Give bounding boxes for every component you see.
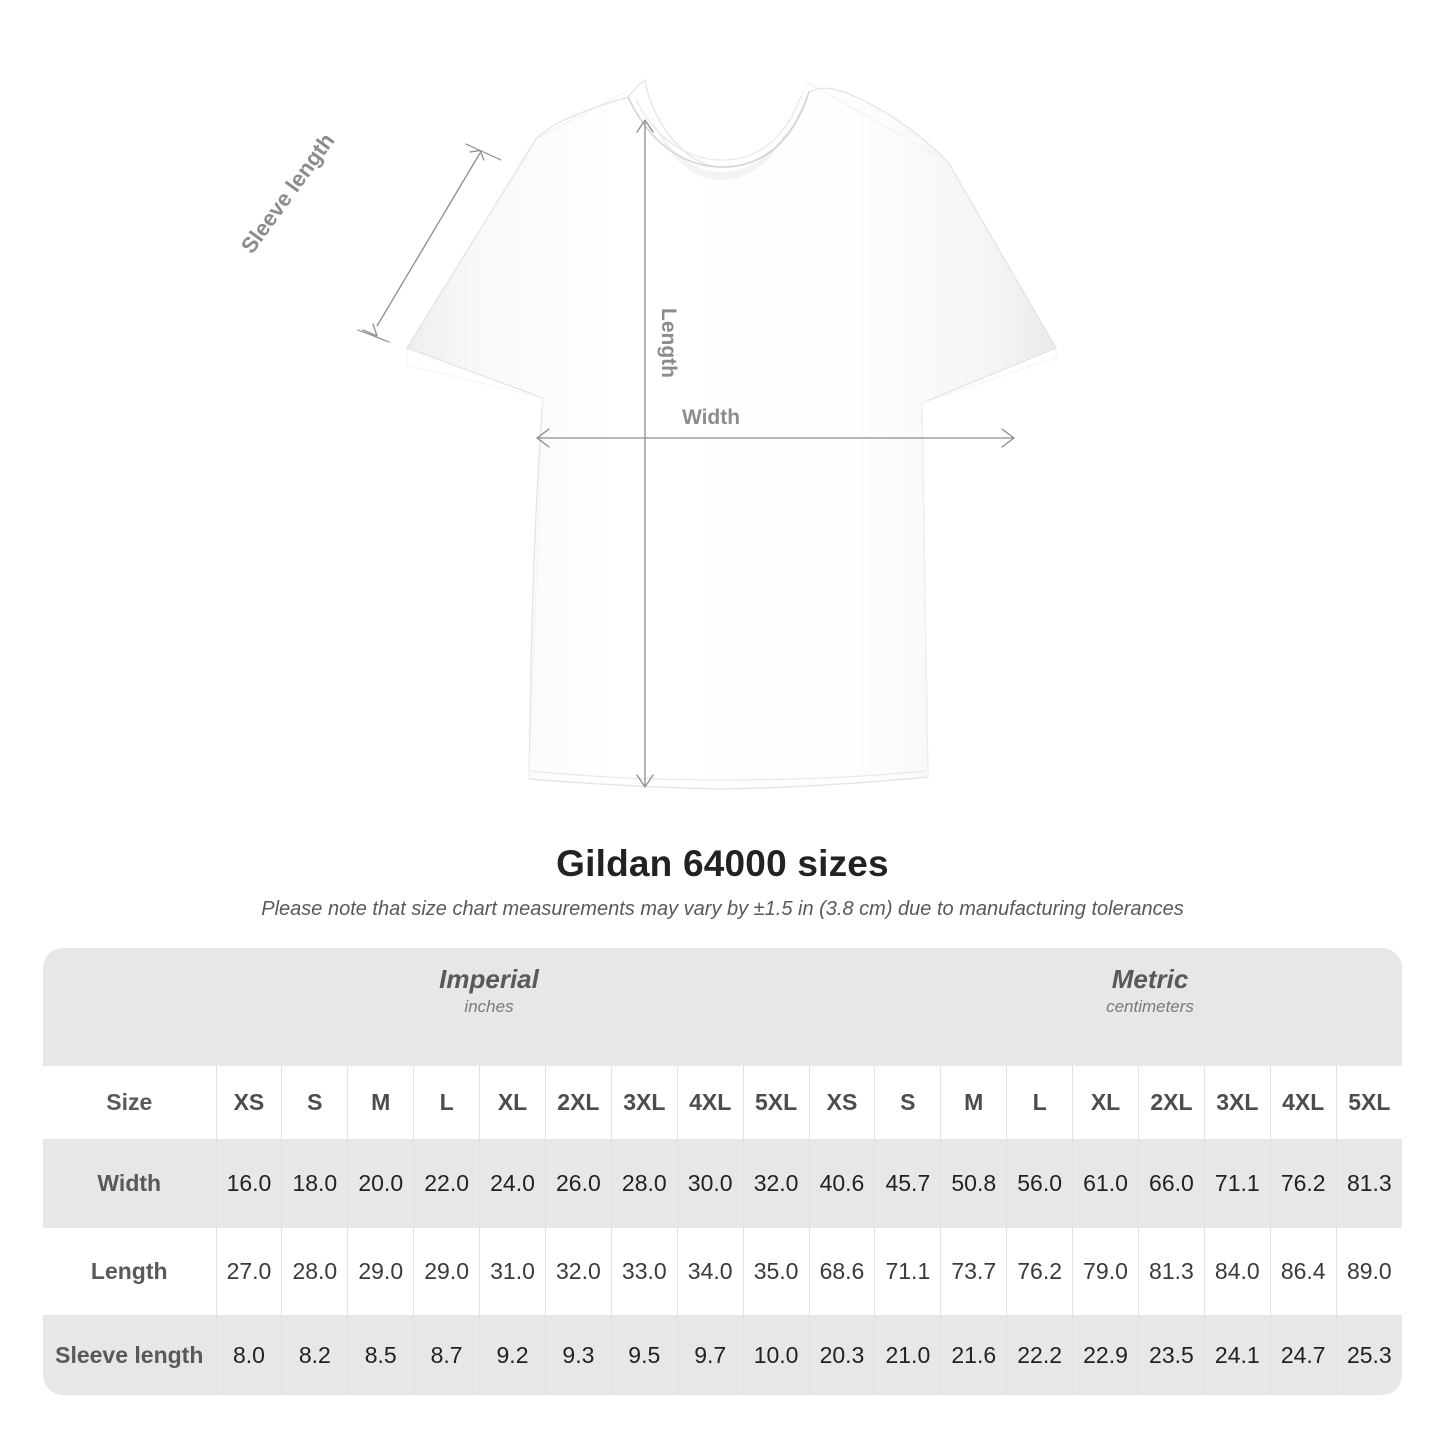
svg-text:Sleeve length: Sleeve length [236,128,340,257]
svg-text:Length: Length [657,308,680,378]
svg-text:Width: Width [682,406,740,429]
